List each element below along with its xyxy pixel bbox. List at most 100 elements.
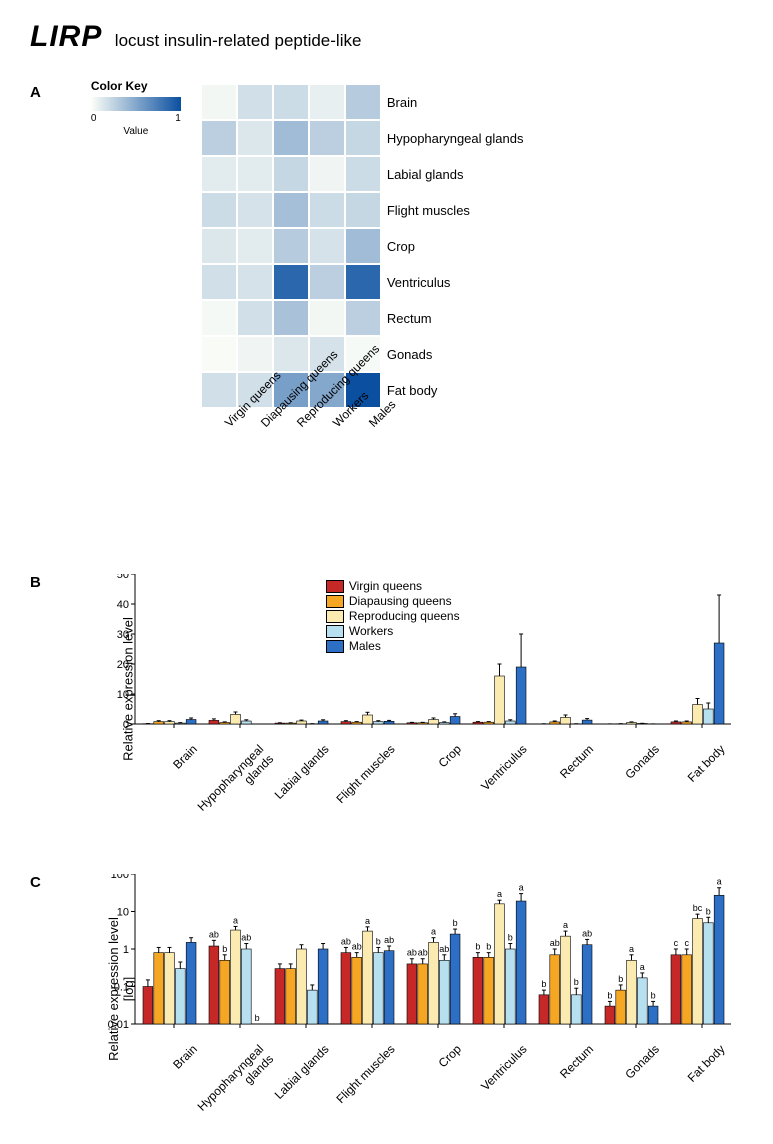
- svg-text:a: a: [497, 889, 502, 899]
- heatmap-row-label: Gonads: [387, 336, 524, 372]
- heatmap-row-label: Rectum: [387, 300, 524, 336]
- heatmap-cell: [237, 336, 273, 372]
- panel-b-label: B: [30, 574, 41, 591]
- x-axis-label: Labial glands: [272, 742, 332, 802]
- legend-label: Males: [349, 639, 381, 653]
- heatmap-cell: [309, 228, 345, 264]
- heatmap-cell: [309, 156, 345, 192]
- svg-text:a: a: [518, 883, 523, 893]
- heatmap-cell: [345, 120, 381, 156]
- x-axis-label: Rectum: [557, 1042, 596, 1081]
- svg-text:a: a: [640, 962, 645, 972]
- legend-swatch: [326, 640, 344, 653]
- heatmap-cell: [237, 264, 273, 300]
- svg-text:ab: ab: [384, 935, 394, 945]
- heatmap-cell: [237, 300, 273, 336]
- x-axis-label: Gonads: [622, 1042, 662, 1082]
- svg-text:c: c: [684, 938, 689, 948]
- svg-text:a: a: [365, 916, 370, 926]
- heatmap-cell: [309, 192, 345, 228]
- heatmap-cell: [345, 84, 381, 120]
- heatmap-cell: [273, 300, 309, 336]
- svg-text:40: 40: [117, 599, 129, 611]
- x-axis-label: Hypopharyngealglands: [194, 1042, 276, 1124]
- svg-text:b: b: [607, 990, 612, 1000]
- legend-item: Reproducing queens: [326, 609, 460, 623]
- svg-text:ab: ab: [407, 948, 417, 958]
- panel-a-label: A: [30, 84, 41, 101]
- legend-item: Males: [326, 639, 460, 653]
- gene-desc: locust insulin-related peptide-like: [115, 31, 362, 50]
- color-key-title: Color Key: [91, 79, 181, 93]
- svg-text:b: b: [541, 979, 546, 989]
- heatmap-cell: [237, 156, 273, 192]
- svg-text:b: b: [574, 977, 579, 987]
- legend-swatch: [326, 580, 344, 593]
- gene-symbol: LIRP: [30, 20, 102, 53]
- heatmap-cell: [237, 120, 273, 156]
- heatmap-row-label: Flight muscles: [387, 192, 524, 228]
- svg-text:a: a: [716, 877, 721, 887]
- legend-item: Workers: [326, 624, 460, 638]
- svg-text:b: b: [222, 944, 227, 954]
- heatmap-cell: [345, 156, 381, 192]
- panel-c-label: C: [30, 874, 41, 891]
- heatmap-row-label: Ventriculus: [387, 264, 524, 300]
- legend-label: Virgin queens: [349, 579, 422, 593]
- heatmap-row-label: Brain: [387, 84, 524, 120]
- heatmap-cell: [201, 192, 237, 228]
- legend-swatch: [326, 625, 344, 638]
- heatmap-cell: [273, 264, 309, 300]
- legend-label: Reproducing queens: [349, 609, 460, 623]
- x-axis-label: Crop: [436, 1042, 464, 1070]
- x-axis-label: Ventriculus: [478, 742, 529, 793]
- heatmap-cell: [345, 300, 381, 336]
- svg-text:ab: ab: [550, 938, 560, 948]
- heatmap-row-label: Fat body: [387, 372, 524, 408]
- svg-text:b: b: [486, 942, 491, 952]
- heatmap-cell: [345, 228, 381, 264]
- panel-b-chart: 01020304050Relative expression levelBrai…: [101, 574, 743, 804]
- legend: Virgin queensDiapausing queensReproducin…: [326, 579, 460, 654]
- svg-text:b: b: [254, 1013, 259, 1023]
- heatmap-cell: [309, 300, 345, 336]
- x-axis-label: Hypopharyngealglands: [194, 742, 276, 824]
- heatmap-cell: [237, 84, 273, 120]
- heatmap-cell: [201, 120, 237, 156]
- x-axis-label: Crop: [436, 742, 464, 770]
- x-axis-label: Flight muscles: [334, 1042, 398, 1106]
- x-axis-label: Fat body: [685, 742, 728, 785]
- x-axis-label: Brain: [170, 1042, 200, 1072]
- color-key-gradient: [91, 97, 181, 111]
- legend-item: Diapausing queens: [326, 594, 460, 608]
- heatmap-cell: [273, 336, 309, 372]
- svg-text:a: a: [629, 944, 634, 954]
- x-axis-label: Fat body: [685, 1042, 728, 1085]
- heatmap-cell: [309, 264, 345, 300]
- heatmap-cell: [201, 264, 237, 300]
- heatmap-cell: [201, 228, 237, 264]
- heatmap-cell: [273, 84, 309, 120]
- color-key-ticks: 01: [91, 113, 181, 124]
- heatmap-cell: [201, 336, 237, 372]
- x-axis-label: Rectum: [557, 742, 596, 781]
- legend-swatch: [326, 595, 344, 608]
- heatmap-cell: [273, 192, 309, 228]
- heatmap-cell: [237, 192, 273, 228]
- x-axis-label: Flight muscles: [334, 742, 398, 806]
- heatmap-cell: [201, 156, 237, 192]
- heatmap-cell: [345, 264, 381, 300]
- heatmap-cell: [309, 120, 345, 156]
- heatmap-cell: [201, 84, 237, 120]
- svg-text:ab: ab: [439, 944, 449, 954]
- svg-text:b: b: [508, 933, 513, 943]
- legend-swatch: [326, 610, 344, 623]
- svg-text:a: a: [233, 915, 238, 925]
- color-key: Color Key01Value: [91, 79, 181, 137]
- svg-text:ab: ab: [352, 942, 362, 952]
- panel-c-chart: 0.010.1110100abbaabbababababababaabbbbab…: [101, 874, 743, 1104]
- heatmap-cell: [273, 120, 309, 156]
- svg-text:ab: ab: [582, 928, 592, 938]
- svg-text:b: b: [376, 936, 381, 946]
- svg-text:50: 50: [117, 574, 129, 581]
